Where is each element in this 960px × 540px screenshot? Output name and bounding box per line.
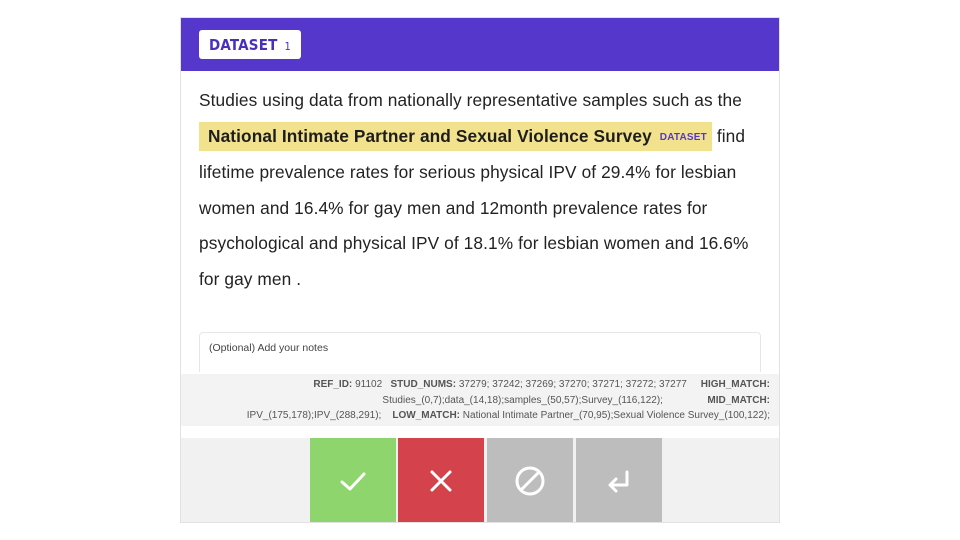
stud-nums-value: 37279; 37242; 37269; 37270; 37271; 37272… bbox=[458, 379, 687, 390]
dataset-badge: DATASET 1 bbox=[199, 30, 301, 59]
notes-placeholder: (Optional) Add your notes bbox=[209, 342, 329, 354]
skip-button[interactable] bbox=[487, 438, 573, 522]
entity-tag: DATASET bbox=[659, 131, 707, 143]
stud-nums-label: STUD_NUMS: bbox=[390, 379, 457, 390]
passage-text: Studies using data from nationally repre… bbox=[199, 83, 765, 298]
entity-text: National Intimate Partner and Sexual Vio… bbox=[208, 125, 652, 146]
return-icon bbox=[605, 467, 633, 495]
match-metadata: REF_ID: 91102 STUD_NUMS: 37279; 37242; 3… bbox=[181, 374, 779, 426]
mid-match-value: IPV_(175,178);IPV_(288,291); bbox=[246, 410, 382, 421]
high-match-value: Studies_(0,7);data_(14,18);samples_(50,5… bbox=[382, 394, 663, 406]
badge-count: 1 bbox=[284, 39, 291, 53]
ref-id-label: REF_ID: bbox=[313, 379, 353, 390]
notes-field[interactable]: (Optional) Add your notes bbox=[199, 332, 761, 372]
high-match-label: HIGH_MATCH: bbox=[700, 379, 770, 390]
accept-button[interactable] bbox=[310, 438, 396, 522]
x-icon bbox=[428, 468, 454, 494]
card-header: DATASET 1 bbox=[181, 18, 779, 71]
reject-button[interactable] bbox=[398, 438, 484, 522]
passage-line-1: Studies using data from nationally repre… bbox=[199, 90, 742, 110]
action-bar bbox=[181, 438, 779, 522]
highlighted-entity[interactable]: National Intimate Partner and Sexual Vio… bbox=[199, 121, 712, 151]
ban-icon bbox=[514, 465, 546, 497]
annotation-card: DATASET 1 Studies using data from nation… bbox=[180, 17, 780, 523]
meta-line-1: REF_ID: 91102 STUD_NUMS: 37279; 37242; 3… bbox=[181, 377, 770, 393]
meta-line-3: IPV_(175,178);IPV_(288,291); LOW_MATCH: … bbox=[181, 408, 770, 424]
meta-line-2: Studies_(0,7);data_(14,18);samples_(50,5… bbox=[181, 393, 770, 409]
passage-after-highlight: find bbox=[716, 125, 746, 146]
low-match-label: LOW_MATCH: bbox=[392, 410, 460, 421]
ref-id-value: 91102 bbox=[355, 379, 383, 390]
badge-label: DATASET bbox=[209, 35, 278, 54]
mid-match-label: MID_MATCH: bbox=[707, 394, 770, 406]
return-button[interactable] bbox=[576, 438, 662, 522]
check-icon bbox=[339, 467, 367, 495]
low-match-value: National Intimate Partner_(70,95);Sexual… bbox=[462, 410, 770, 421]
passage-rest: lifetime prevalence rates for serious ph… bbox=[199, 162, 749, 289]
